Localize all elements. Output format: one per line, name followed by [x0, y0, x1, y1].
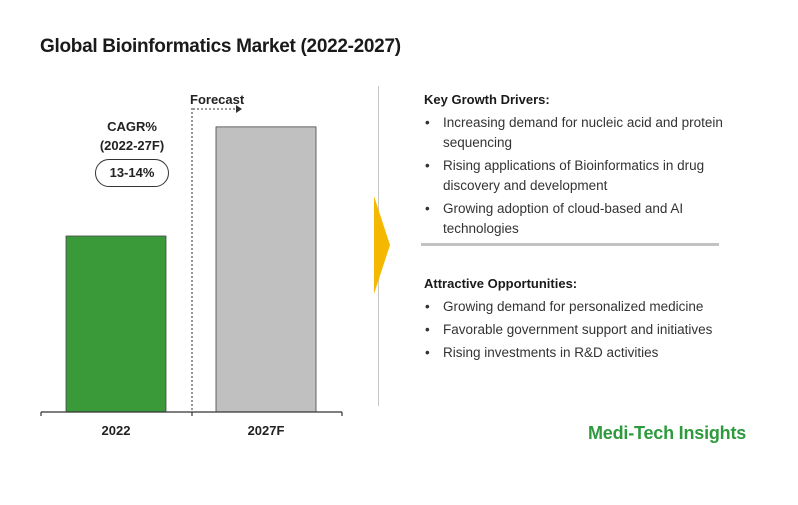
cagr-value-badge: 13-14%: [95, 159, 169, 187]
brand-logo-text: Medi-Tech Insights: [588, 423, 747, 443]
cagr-label-line1: CAGR%: [107, 119, 157, 134]
bar-2027f: [215, 126, 317, 413]
drivers-item: Growing adoption of cloud-based and AI t…: [424, 199, 724, 239]
opportunities-section: Attractive Opportunities: Growing demand…: [424, 276, 724, 366]
x-tick-label: 2027F: [248, 423, 285, 438]
opportunities-heading: Attractive Opportunities:: [424, 276, 578, 291]
forecast-arrow-head: [236, 105, 242, 113]
cagr-label: CAGR% (2022-27F): [82, 117, 182, 155]
section-divider: [421, 243, 719, 246]
forecast-label: Forecast: [190, 92, 245, 107]
drivers-section: Key Growth Drivers: Increasing demand fo…: [424, 92, 724, 242]
cagr-label-line2: (2022-27F): [99, 138, 165, 153]
x-tick-label: 2022: [102, 423, 131, 438]
bar-2022: [65, 235, 167, 413]
opportunities-list: Growing demand for personalized medicine…: [424, 297, 724, 363]
drivers-item: Rising applications of Bioinformatics in…: [424, 156, 724, 196]
drivers-item: Increasing demand for nucleic acid and p…: [424, 113, 724, 153]
bar-chart: 2022 2027F: [40, 105, 343, 438]
opportunities-item: Growing demand for personalized medicine: [424, 297, 724, 317]
drivers-heading: Key Growth Drivers:: [424, 92, 550, 107]
chevron-right-icon: [374, 196, 390, 294]
opportunities-item: Favorable government support and initiat…: [424, 320, 724, 340]
page-title: Global Bioinformatics Market (2022-2027): [40, 36, 401, 57]
drivers-list: Increasing demand for nucleic acid and p…: [424, 113, 724, 239]
opportunities-item: Rising investments in R&D activities: [424, 343, 724, 363]
